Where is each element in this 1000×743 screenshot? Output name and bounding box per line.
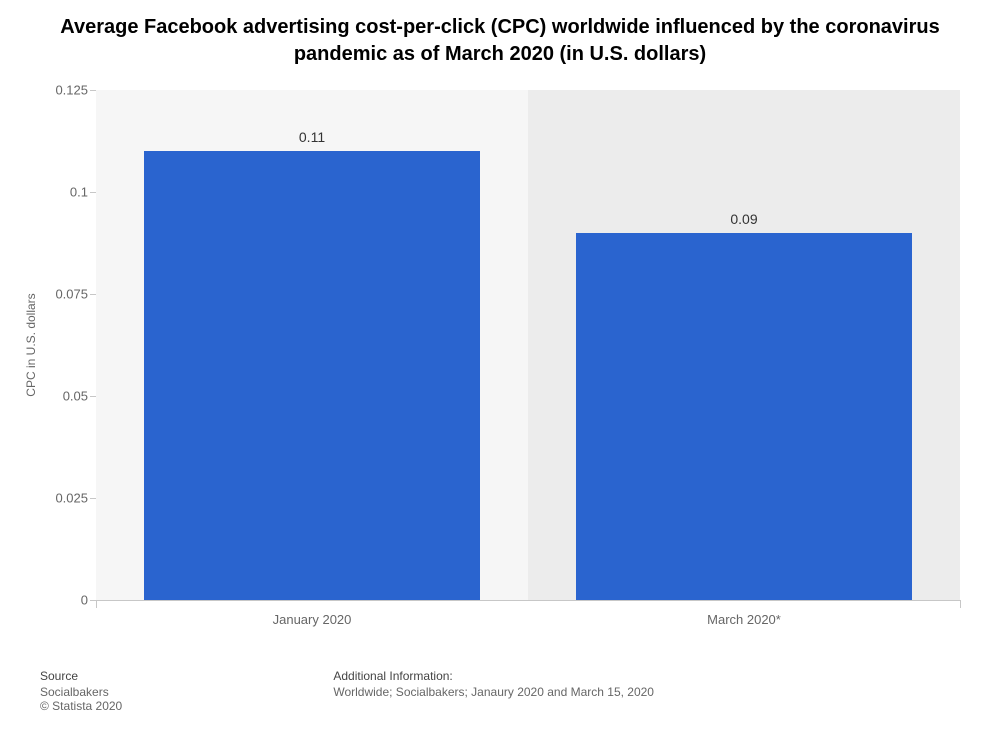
x-tick-label: March 2020*	[707, 612, 781, 627]
x-axis-end-tick	[960, 600, 961, 608]
page-root: Average Facebook advertising cost-per-cl…	[0, 0, 1000, 743]
bar-value-label: 0.09	[730, 211, 757, 227]
chart-footer: Source Socialbakers © Statista 2020 Addi…	[40, 669, 960, 713]
bar	[576, 233, 913, 600]
footer-source-header: Source	[40, 669, 330, 683]
y-axis-title: CPC in U.S. dollars	[24, 293, 38, 396]
footer-additional-line: Worldwide; Socialbakers; Janaury 2020 an…	[333, 685, 654, 699]
bar	[144, 151, 481, 600]
x-tick-label: January 2020	[273, 612, 352, 627]
y-tick-label: 0.1	[38, 185, 88, 200]
y-tick-mark	[90, 294, 96, 295]
y-tick-label: 0	[38, 593, 88, 608]
y-tick-label: 0.125	[38, 83, 88, 98]
y-tick-mark	[90, 192, 96, 193]
footer-source-block: Source Socialbakers © Statista 2020	[40, 669, 330, 713]
y-tick-label: 0.075	[38, 287, 88, 302]
footer-source-line: Socialbakers	[40, 685, 109, 699]
footer-additional-block: Additional Information: Worldwide; Socia…	[333, 669, 893, 699]
footer-copyright: © Statista 2020	[40, 699, 122, 713]
chart-area: 00.0250.050.0750.10.1250.11January 20200…	[96, 90, 960, 600]
bar-value-label: 0.11	[299, 129, 325, 145]
y-tick-mark	[90, 498, 96, 499]
footer-additional-header: Additional Information:	[333, 669, 893, 683]
x-axis-end-tick	[96, 600, 97, 608]
chart-title: Average Facebook advertising cost-per-cl…	[0, 14, 1000, 68]
y-tick-label: 0.025	[38, 491, 88, 506]
y-tick-mark	[90, 396, 96, 397]
y-tick-mark	[90, 90, 96, 91]
y-tick-label: 0.05	[38, 389, 88, 404]
